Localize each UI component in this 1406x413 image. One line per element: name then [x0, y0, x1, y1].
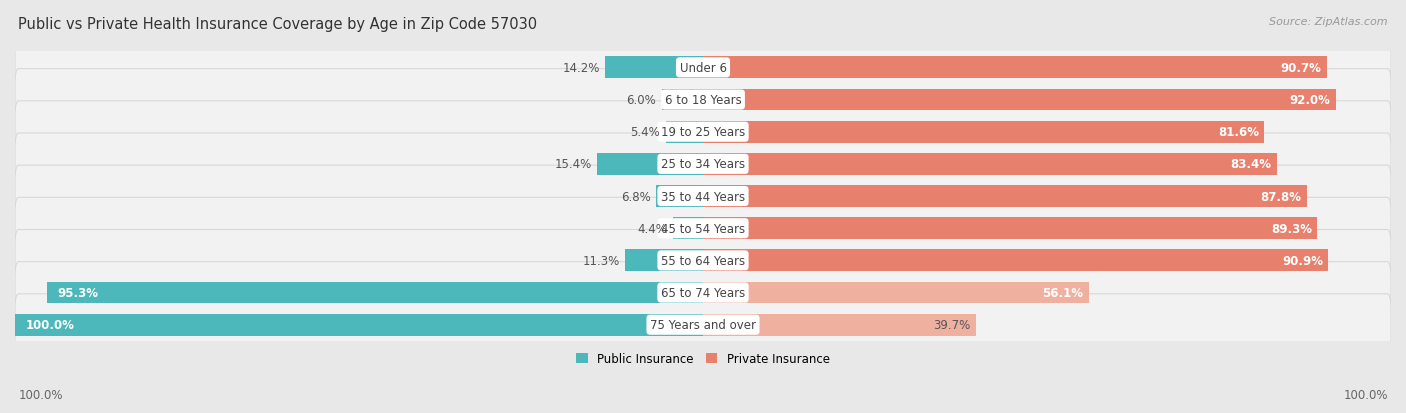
FancyBboxPatch shape	[15, 102, 1391, 163]
Text: 14.2%: 14.2%	[562, 62, 600, 75]
Text: 6.8%: 6.8%	[621, 190, 651, 203]
Bar	[626, 250, 703, 272]
Text: Under 6: Under 6	[679, 62, 727, 75]
Text: 4.4%: 4.4%	[637, 222, 668, 235]
Text: 6 to 18 Years: 6 to 18 Years	[665, 94, 741, 107]
Text: 25 to 34 Years: 25 to 34 Years	[661, 158, 745, 171]
Text: 100.0%: 100.0%	[18, 388, 63, 401]
Bar	[703, 89, 1336, 111]
FancyBboxPatch shape	[15, 294, 1391, 356]
Bar	[703, 154, 1277, 176]
Text: 90.9%: 90.9%	[1282, 254, 1323, 267]
Bar	[703, 282, 1090, 304]
FancyBboxPatch shape	[15, 134, 1391, 195]
Text: 81.6%: 81.6%	[1218, 126, 1258, 139]
Text: 92.0%: 92.0%	[1289, 94, 1330, 107]
Bar	[657, 186, 703, 207]
Text: Source: ZipAtlas.com: Source: ZipAtlas.com	[1270, 17, 1388, 26]
Bar	[48, 282, 703, 304]
Text: 6.0%: 6.0%	[627, 94, 657, 107]
Bar	[672, 218, 703, 240]
FancyBboxPatch shape	[15, 262, 1391, 324]
Text: 55 to 64 Years: 55 to 64 Years	[661, 254, 745, 267]
Text: 35 to 44 Years: 35 to 44 Years	[661, 190, 745, 203]
Text: 75 Years and over: 75 Years and over	[650, 318, 756, 331]
FancyBboxPatch shape	[15, 37, 1391, 99]
Bar	[662, 89, 703, 111]
Legend: Public Insurance, Private Insurance: Public Insurance, Private Insurance	[571, 347, 835, 370]
Bar	[703, 186, 1308, 207]
Text: 15.4%: 15.4%	[554, 158, 592, 171]
Bar	[703, 121, 1264, 143]
FancyBboxPatch shape	[15, 198, 1391, 259]
Bar	[703, 57, 1327, 79]
Text: 100.0%: 100.0%	[25, 318, 75, 331]
Bar	[703, 250, 1329, 272]
FancyBboxPatch shape	[15, 166, 1391, 228]
Bar	[703, 218, 1317, 240]
Text: 45 to 54 Years: 45 to 54 Years	[661, 222, 745, 235]
FancyBboxPatch shape	[15, 230, 1391, 292]
Text: 5.4%: 5.4%	[631, 126, 661, 139]
Text: 100.0%: 100.0%	[1343, 388, 1388, 401]
Text: 89.3%: 89.3%	[1271, 222, 1312, 235]
FancyBboxPatch shape	[15, 69, 1391, 131]
Bar	[606, 57, 703, 79]
Text: 83.4%: 83.4%	[1230, 158, 1271, 171]
Text: 90.7%: 90.7%	[1281, 62, 1322, 75]
Text: 65 to 74 Years: 65 to 74 Years	[661, 286, 745, 299]
Text: 95.3%: 95.3%	[58, 286, 98, 299]
Bar	[703, 314, 976, 336]
Text: Public vs Private Health Insurance Coverage by Age in Zip Code 57030: Public vs Private Health Insurance Cover…	[18, 17, 537, 31]
Bar	[666, 121, 703, 143]
Bar	[598, 154, 703, 176]
Text: 19 to 25 Years: 19 to 25 Years	[661, 126, 745, 139]
Text: 56.1%: 56.1%	[1042, 286, 1084, 299]
Text: 11.3%: 11.3%	[582, 254, 620, 267]
Text: 39.7%: 39.7%	[934, 318, 970, 331]
Bar	[15, 314, 703, 336]
Text: 87.8%: 87.8%	[1261, 190, 1302, 203]
